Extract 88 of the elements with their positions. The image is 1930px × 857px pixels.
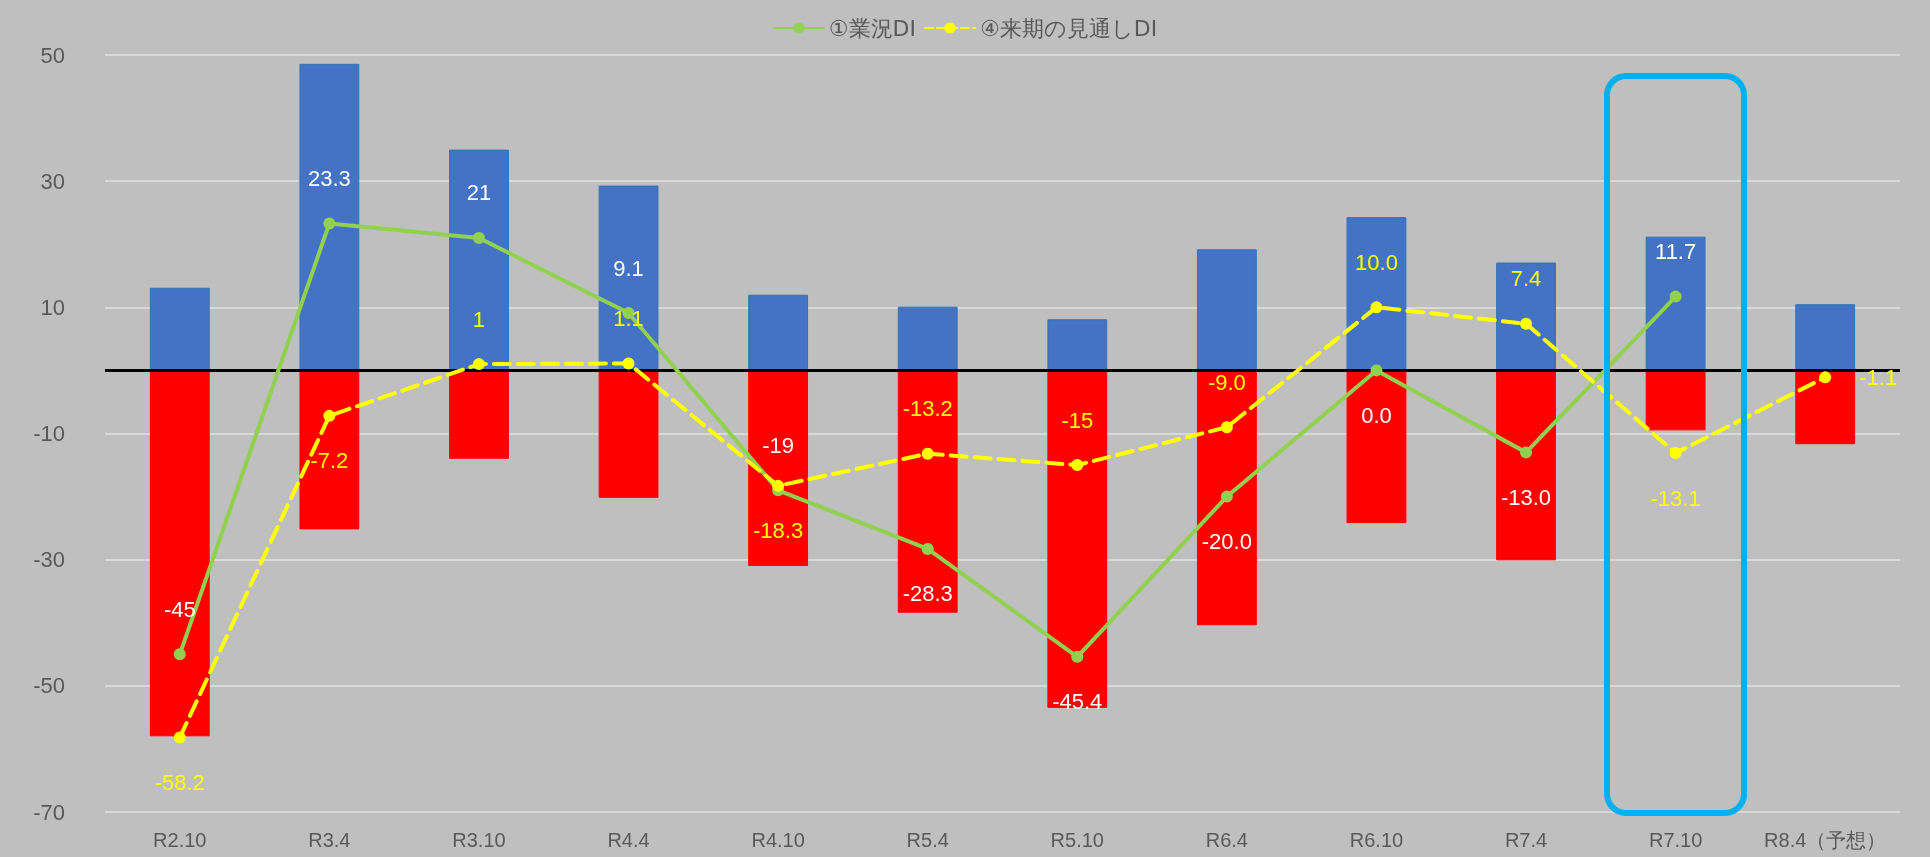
bar — [897, 306, 958, 371]
bar — [1496, 262, 1556, 371]
data-label: 7.4 — [1510, 266, 1542, 292]
bar — [149, 370, 210, 737]
data-label: 10.0 — [1355, 249, 1398, 275]
data-label: -7.2 — [310, 448, 349, 474]
data-label: -18.3 — [753, 518, 804, 544]
bar — [1645, 236, 1706, 371]
bar — [1196, 249, 1257, 371]
bar — [1047, 370, 1108, 708]
point — [1819, 371, 1832, 384]
point — [323, 409, 336, 422]
point — [1071, 459, 1084, 472]
point — [472, 358, 485, 371]
point — [1370, 364, 1383, 377]
y-tick-label: 10 — [40, 294, 65, 320]
x-tick-label: R7.10 — [1648, 829, 1703, 851]
data-label: 23.3 — [307, 165, 351, 191]
data-label: 9.1 — [613, 255, 644, 281]
x-tick-label: R3.4 — [308, 829, 351, 851]
bar — [748, 294, 809, 371]
data-label: 0.0 — [1361, 402, 1392, 428]
bar — [1645, 370, 1706, 431]
bar — [598, 185, 659, 371]
data-label: -45.4 — [1052, 689, 1103, 715]
bar — [1196, 370, 1257, 626]
point — [173, 731, 186, 744]
legend-label: ④来期の見通しDI — [980, 15, 1158, 41]
data-label: -20.0 — [1201, 529, 1252, 555]
point — [1220, 421, 1233, 434]
data-label: -13.0 — [1500, 484, 1552, 510]
point — [1520, 317, 1533, 330]
y-tick-label: -30 — [33, 547, 65, 573]
x-tick-label: R8.4（予想） — [1764, 829, 1887, 851]
data-label: 1 — [472, 306, 486, 332]
point — [323, 217, 336, 230]
bar — [449, 370, 509, 459]
bar — [449, 149, 509, 371]
bar — [1795, 304, 1856, 371]
y-tick-label: -10 — [33, 421, 65, 446]
x-tick-label: R3.10 — [452, 829, 506, 851]
x-tick-label: R6.4 — [1205, 829, 1248, 851]
point — [1370, 301, 1383, 314]
x-tick-label: R7.4 — [1504, 829, 1548, 851]
y-tick-label: 30 — [40, 168, 65, 194]
bar — [1795, 370, 1856, 445]
point — [472, 231, 485, 244]
data-label: -13.1 — [1650, 485, 1701, 511]
point — [1071, 650, 1084, 663]
data-label: -19 — [762, 432, 795, 458]
x-tick-label: R4.10 — [751, 829, 805, 851]
x-tick-label: R4.4 — [607, 829, 650, 851]
x-tick-label: R5.4 — [906, 829, 949, 851]
y-tick-label: -70 — [33, 799, 65, 825]
bar — [299, 370, 360, 530]
y-tick-label: -50 — [33, 673, 65, 699]
bar — [1346, 370, 1407, 524]
bar — [149, 287, 210, 371]
data-label: -28.3 — [902, 581, 953, 607]
x-tick-label: R6.10 — [1349, 829, 1404, 851]
point — [1669, 290, 1682, 303]
legend-label: ①業況DI — [828, 15, 916, 41]
data-label: -1.1 — [1859, 364, 1898, 390]
bar — [1346, 217, 1407, 371]
point — [921, 542, 934, 555]
data-label: 21 — [466, 180, 492, 206]
data-label: 11.7 — [1655, 239, 1697, 265]
point — [622, 357, 635, 370]
x-tick-label: R2.10 — [153, 829, 207, 851]
point — [173, 648, 186, 661]
point — [1669, 447, 1682, 460]
bar — [748, 370, 809, 566]
data-label: -13.2 — [902, 396, 953, 422]
data-label: -58.2 — [154, 770, 205, 796]
point — [772, 479, 785, 492]
bar — [897, 370, 958, 613]
point — [1220, 490, 1233, 503]
data-label: -45 — [163, 596, 196, 622]
bar — [598, 370, 659, 498]
point — [921, 447, 934, 460]
data-label: -15 — [1061, 407, 1094, 433]
data-label: -9.0 — [1207, 369, 1246, 395]
y-tick-label: 50 — [40, 42, 65, 68]
bar — [1496, 370, 1556, 561]
x-tick-label: R5.10 — [1050, 829, 1104, 851]
bar — [299, 63, 360, 371]
point — [1520, 446, 1533, 459]
bar — [1047, 319, 1108, 371]
